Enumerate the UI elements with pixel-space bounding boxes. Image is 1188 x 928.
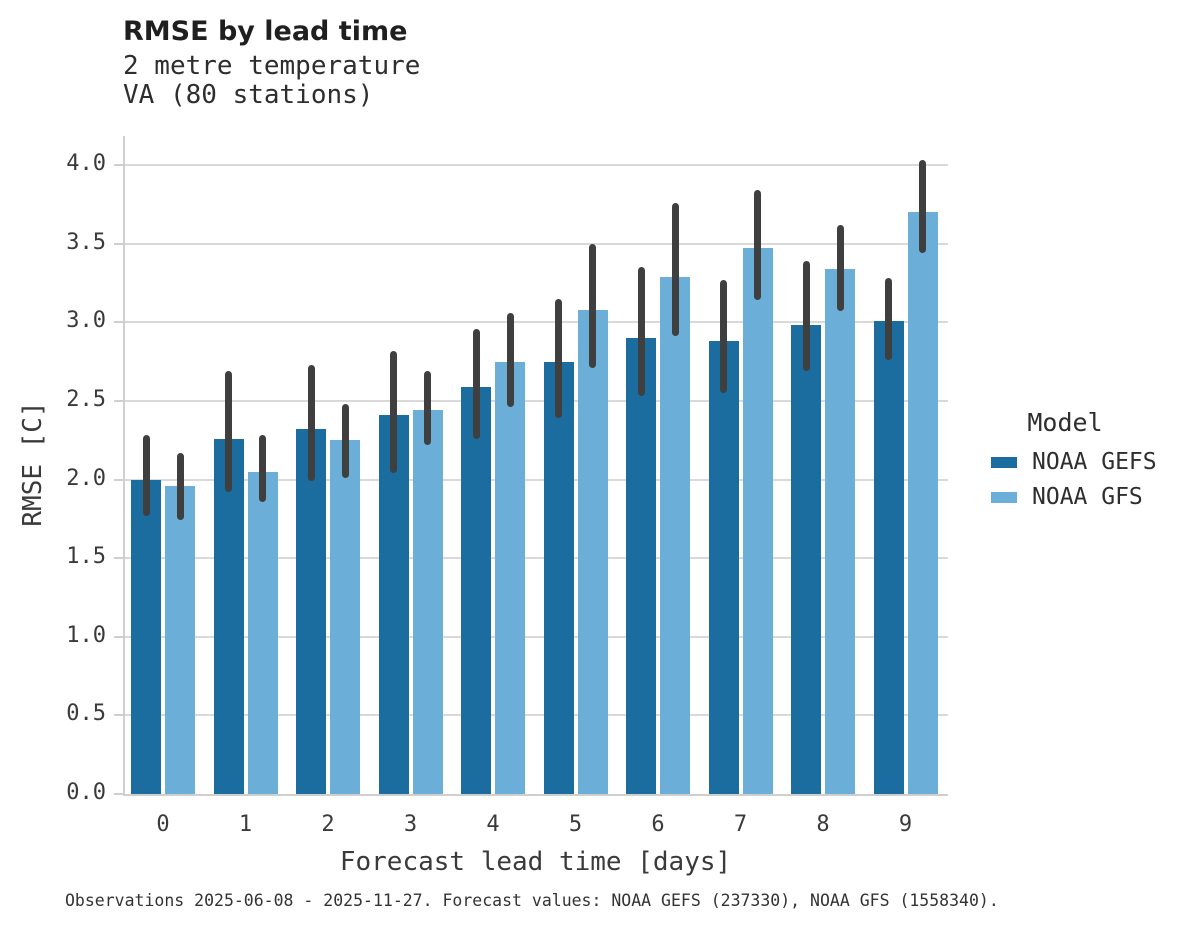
error-bar-noaa-gefs-4: [472, 328, 480, 439]
bar-noaa-gfs-7: [742, 248, 773, 794]
y-tick-label: 2.5: [66, 386, 106, 412]
error-bar-noaa-gfs-8: [836, 224, 844, 312]
error-bar-noaa-gfs-7: [754, 190, 761, 301]
y-tick-label: 1.0: [66, 622, 106, 648]
x-tick-label-7: 7: [733, 812, 748, 837]
x-tick-label-1: 1: [238, 812, 253, 837]
gridline: [123, 321, 948, 324]
x-tick-label-8: 8: [816, 812, 830, 837]
legend-item-label: NOAA GEFS: [1032, 449, 1157, 475]
error-bar-noaa-gefs-7: [720, 279, 727, 393]
gridline: [123, 714, 948, 717]
bar-noaa-gfs-1: [247, 471, 278, 794]
gridline: [123, 635, 948, 638]
bar-noaa-gfs-9: [907, 212, 938, 794]
bar-noaa-gefs-5: [543, 361, 574, 794]
legend-title: Model: [1027, 408, 1103, 437]
y-axis-label: RMSE [C]: [18, 401, 48, 527]
y-axis-spine: [123, 136, 125, 796]
plot-area: [114, 136, 948, 796]
chart-caption: Observations 2025-06-08 - 2025-11-27. Fo…: [65, 891, 999, 910]
x-tick-label-3: 3: [403, 812, 418, 837]
error-bar-noaa-gfs-4: [506, 312, 514, 408]
error-bar-noaa-gfs-9: [919, 160, 926, 254]
x-axis-spine: [123, 794, 948, 796]
bar-noaa-gefs-0: [131, 479, 161, 794]
y-tick-label: 4.0: [66, 151, 106, 176]
error-bar-noaa-gefs-3: [390, 350, 397, 474]
legend-item-label: NOAA GFS: [1032, 484, 1143, 510]
bar-noaa-gfs-6: [660, 276, 690, 794]
error-bar-noaa-gefs-8: [802, 260, 810, 371]
x-tick-label-0: 0: [156, 812, 170, 837]
bar-noaa-gefs-3: [378, 415, 409, 794]
gridline: [123, 478, 948, 481]
y-axis-tick: [114, 557, 123, 560]
x-tick-label-2: 2: [321, 812, 335, 837]
bar-noaa-gfs-3: [412, 410, 443, 794]
legend-item-noaa-gfs: NOAA GFS: [991, 484, 1143, 510]
y-axis-tick: [114, 321, 123, 324]
error-bar-noaa-gfs-2: [341, 404, 349, 478]
gridline: [123, 242, 948, 245]
y-axis-tick: [114, 635, 123, 638]
bar-noaa-gefs-1: [213, 438, 244, 794]
bar-noaa-gefs-4: [461, 386, 491, 794]
x-axis-label: Forecast lead time [days]: [339, 847, 732, 877]
y-axis-tick: [114, 164, 123, 166]
chart-subtitle-line2: VA (80 stations): [123, 80, 374, 110]
error-bar-noaa-gfs-6: [671, 202, 679, 337]
y-tick-label: 0.5: [66, 701, 106, 727]
x-tick-label-6: 6: [651, 812, 665, 837]
error-bar-noaa-gefs-6: [637, 267, 645, 397]
error-bar-noaa-gefs-2: [307, 364, 315, 482]
y-axis-tick: [114, 478, 123, 481]
y-axis-tick: [114, 714, 123, 717]
x-tick-label-4: 4: [486, 812, 500, 837]
error-bar-noaa-gfs-5: [589, 243, 596, 368]
error-bar-noaa-gfs-0: [176, 452, 184, 521]
error-bar-noaa-gefs-5: [555, 298, 562, 419]
error-bar-noaa-gfs-3: [424, 370, 431, 445]
error-bar-noaa-gefs-9: [885, 278, 892, 360]
x-tick-label-9: 9: [898, 812, 913, 837]
chart-title: RMSE by lead time: [123, 16, 408, 47]
gridline: [123, 557, 948, 560]
bar-noaa-gefs-2: [296, 429, 326, 794]
gridline: [123, 399, 948, 402]
y-axis-tick: [114, 399, 123, 402]
bar-noaa-gefs-9: [873, 320, 904, 794]
legend-item-noaa-gefs: NOAA GEFS: [991, 449, 1157, 475]
chart-subtitle-line1: 2 metre temperature: [123, 51, 421, 81]
bar-noaa-gefs-7: [708, 341, 739, 794]
y-tick-label: 2.0: [66, 465, 106, 491]
error-bar-noaa-gefs-1: [225, 370, 232, 493]
error-bar-noaa-gefs-0: [142, 435, 150, 516]
legend-swatch: [991, 456, 1017, 468]
y-tick-label: 3.5: [66, 229, 106, 255]
y-tick-label: 1.5: [66, 544, 106, 570]
bar-noaa-gfs-0: [165, 485, 195, 794]
error-bar-noaa-gfs-1: [259, 435, 266, 502]
bar-noaa-gfs-5: [577, 309, 608, 794]
y-axis-tick: [114, 793, 123, 795]
bar-noaa-gfs-2: [330, 440, 360, 794]
y-tick-label: 0.0: [66, 780, 106, 805]
gridline: [123, 164, 948, 166]
bar-noaa-gefs-6: [626, 337, 656, 794]
x-tick-label-5: 5: [568, 812, 583, 837]
bar-noaa-gfs-8: [825, 268, 855, 794]
y-axis-tick: [114, 242, 123, 245]
y-tick-label: 3.0: [66, 308, 106, 334]
legend-swatch: [991, 491, 1017, 503]
bar-noaa-gfs-4: [495, 361, 525, 794]
bar-noaa-gefs-8: [791, 325, 821, 794]
